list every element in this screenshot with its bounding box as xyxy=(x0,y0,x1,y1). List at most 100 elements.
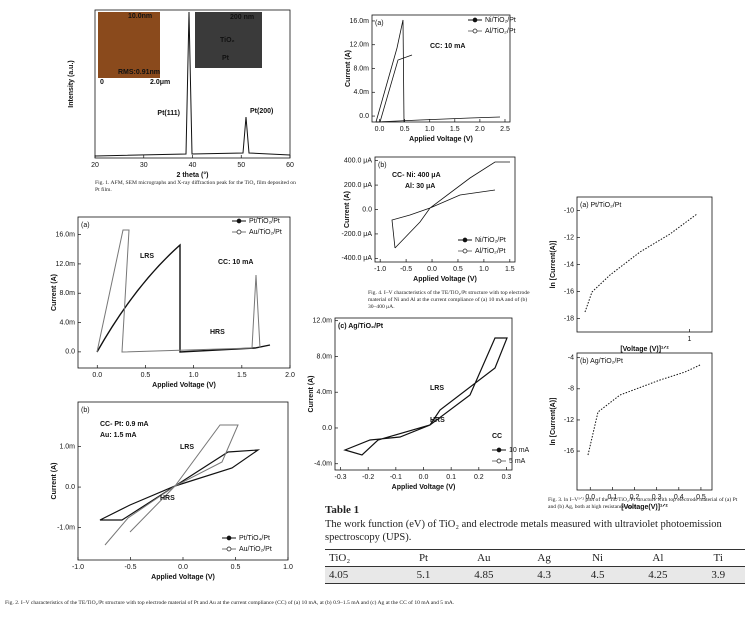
x-tick-label: 0.5 xyxy=(696,494,706,501)
x-tick-label: 0.3 xyxy=(502,474,512,481)
y-tick-label: -12 xyxy=(564,234,574,241)
y-tick-label: 12.0m xyxy=(56,261,76,268)
y-axis-label: Current (A) xyxy=(51,463,58,500)
table-cell: Au xyxy=(450,549,518,567)
table-cell: 4.3 xyxy=(517,566,571,584)
xrd-curve xyxy=(94,11,291,157)
table-block: Table 1 The work function (eV) of TiO₂ a… xyxy=(325,504,745,584)
y-tick-label: 4.0m xyxy=(353,89,369,96)
table-cell: 5.1 xyxy=(396,566,451,584)
x-axis-label: [Voltage(V)]¹ᐟ² xyxy=(621,503,668,511)
y-tick-label: 400.0 μA xyxy=(344,158,372,165)
table-cell: TiO₂ xyxy=(325,549,397,567)
x-axis-label: Applied Voltage (V) xyxy=(392,484,456,491)
annotation: Al: 30 μA xyxy=(405,183,435,190)
y-tick-label: 4.0m xyxy=(59,319,75,326)
legend-label: Ni/TiO₂/Pt xyxy=(485,17,516,24)
x-tick-label: 0.4 xyxy=(674,494,684,501)
table: TiO₂ Pt Au Ag Ni Al Ti 4.05 5.1 4.85 4.3 4.5 4.25 3.9 xyxy=(325,549,745,584)
annotation: Pt xyxy=(222,55,230,62)
annotation: HRS xyxy=(430,417,445,424)
y-tick-label: -4.0m xyxy=(314,461,332,468)
y-tick-label: 12.0m xyxy=(313,318,333,325)
y-tick-label: -14 xyxy=(564,261,574,268)
legend-title: CC xyxy=(492,433,502,440)
y-tick-label: -200.0 μA xyxy=(342,231,373,238)
x-axis-label: Applied Voltage (V) xyxy=(413,276,477,283)
x-tick-label: 1.0 xyxy=(425,126,435,133)
curves xyxy=(94,11,701,546)
x-tick-label: -0.1 xyxy=(390,474,402,481)
y-axis-label: Current (A) xyxy=(344,191,351,228)
x-tick-label: 0.3 xyxy=(652,494,662,501)
table-cell: Ni xyxy=(570,549,625,567)
table-row: TiO₂ Pt Au Ag Ni Al Ti xyxy=(325,549,745,567)
x-tick-label: -0.3 xyxy=(335,474,347,481)
afm-image xyxy=(98,12,160,78)
annotation: 10.0nm xyxy=(128,13,152,20)
legend-marker xyxy=(226,535,232,541)
panel-label: (a) xyxy=(81,222,90,229)
x-tick-label: 40 xyxy=(189,162,197,169)
y-tick-label: 16.0m xyxy=(350,18,370,25)
x-tick-label: 0.0 xyxy=(92,372,102,379)
y-tick-label: -12 xyxy=(564,417,574,424)
x-tick-label: 2.0 xyxy=(285,372,295,379)
caption: Fig. 3. ln I–V¹ᐟ² plot of the TE/TiO₂/Pt… xyxy=(548,497,738,510)
legend-marker xyxy=(236,229,242,235)
y-tick-label: 12.0m xyxy=(350,42,370,49)
y-tick-label: -1.0m xyxy=(57,524,75,531)
legend-label: Au/TiO₂/Pt xyxy=(249,229,282,236)
legend-marker xyxy=(496,458,502,464)
x-tick-label: 0.5 xyxy=(231,564,241,571)
ln-curve xyxy=(587,364,701,456)
y-tick-label: -16 xyxy=(564,448,574,455)
caption: Fig. 1. AFM, SEM micrographs and X-ray d… xyxy=(95,180,296,193)
annotation: CC- Ni: 400 μA xyxy=(392,172,441,179)
legend-marker xyxy=(226,546,232,552)
x-axis-label: Applied Voltage (V) xyxy=(151,574,215,581)
x-tick-label: 2.0 xyxy=(475,126,485,133)
x-tick-label: 1.5 xyxy=(450,126,460,133)
x-tick-label: 20 xyxy=(91,162,99,169)
iv-curve xyxy=(99,449,261,521)
y-tick-label: 0.0 xyxy=(322,425,332,432)
x-axis-label: Applied Voltage (V) xyxy=(409,136,473,143)
y-tick-label: 16.0m xyxy=(56,231,76,238)
table-cell: Ti xyxy=(691,549,745,567)
x-tick-label: -1.0 xyxy=(374,266,386,273)
annotation: HRS xyxy=(210,329,225,336)
legend-marker xyxy=(462,237,468,243)
y-tick-label: 8.0m xyxy=(353,65,369,72)
panel-label: (a) Pt/TiO₂/Pt xyxy=(580,202,621,209)
x-tick-label: 1.5 xyxy=(237,372,247,379)
y-tick-label: -10 xyxy=(564,207,574,214)
legend-marker xyxy=(472,28,478,34)
sem-image xyxy=(195,12,262,68)
x-tick-label: 30 xyxy=(140,162,148,169)
legend-label: Ni/TiO₂/Pt xyxy=(475,237,506,244)
x-tick-label: 0.0 xyxy=(427,266,437,273)
x-tick-label: -0.5 xyxy=(400,266,412,273)
annotation: Pt(111) xyxy=(157,110,180,117)
y-tick-label: 4.0m xyxy=(316,389,332,396)
table-title: Table 1 xyxy=(325,504,360,516)
table-cell: 4.5 xyxy=(570,566,625,584)
x-tick-label: 0.0 xyxy=(585,494,595,501)
x-tick-label: -1.0 xyxy=(72,564,84,571)
caption: Fig. 4. I–V characteristics of the TE/Ti… xyxy=(368,290,530,310)
y-tick-label: -16 xyxy=(564,288,574,295)
x-axis-label: [Voltage (V)]¹ᐟ² xyxy=(620,345,669,353)
y-tick-label: -18 xyxy=(564,315,574,322)
plot-frame xyxy=(576,352,713,491)
annotation: Pt(200) xyxy=(250,108,273,115)
x-tick-label: 60 xyxy=(286,162,294,169)
table-cell: Al xyxy=(624,549,692,567)
x-tick-label: -0.5 xyxy=(124,564,136,571)
x-tick-label: 0.0 xyxy=(375,126,385,133)
iv-curve xyxy=(96,229,261,353)
iv-curve xyxy=(96,243,271,353)
x-tick-label: 1.0 xyxy=(479,266,489,273)
